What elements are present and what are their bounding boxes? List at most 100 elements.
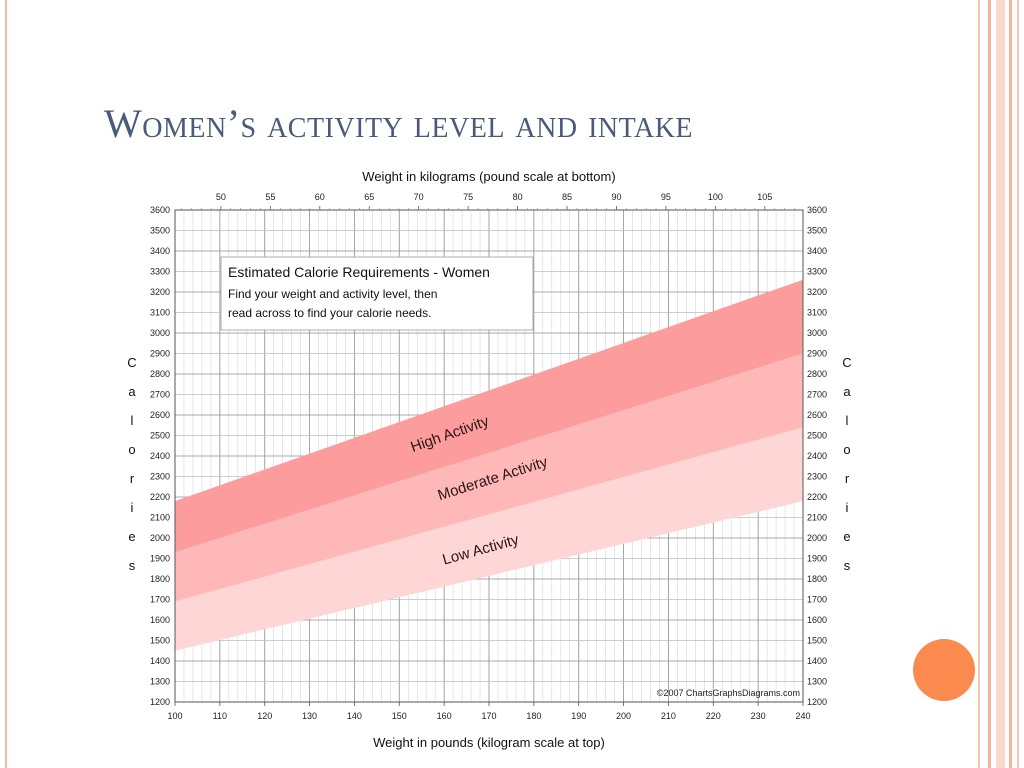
ylabel-right-letter: C [842,355,851,370]
slide-title: Women’s activity level and intake [104,101,694,146]
y-tick-label-right: 2300 [807,472,827,482]
y-tick-label-left: 2900 [150,349,170,359]
y-tick-label-right: 2100 [807,513,827,523]
kg-tick-label: 80 [513,192,523,202]
y-tick-label-left: 1200 [150,697,170,707]
ylabel-left-letter: s [129,558,136,573]
y-tick-label-left: 3300 [150,267,170,277]
kg-tick-label: 90 [611,192,621,202]
y-tick-label-right: 3100 [807,308,827,318]
x-tick-label: 130 [302,711,317,721]
x-tick-label: 100 [167,711,182,721]
y-tick-label-left: 1500 [150,636,170,646]
ylabel-right-letter: i [846,500,849,515]
ylabel-left-letter: o [128,442,135,457]
band-low-activity [175,427,803,651]
kg-tick-label: 55 [265,192,275,202]
y-tick-label-left: 2500 [150,431,170,441]
y-tick-label-left: 2800 [150,369,170,379]
ylabel-left-letter: r [130,471,135,486]
kg-tick-label: 105 [757,192,772,202]
y-tick-label-right: 1300 [807,677,827,687]
kg-tick-label: 60 [315,192,325,202]
x-tick-label: 160 [437,711,452,721]
y-tick-label-left: 3400 [150,246,170,256]
x-tick-label: 170 [481,711,496,721]
kg-tick-label: 70 [414,192,424,202]
top-axis-title: Weight in kilograms (pound scale at bott… [362,169,615,184]
kg-tick-label: 65 [364,192,374,202]
y-tick-label-right: 2500 [807,431,827,441]
y-tick-label-right: 3000 [807,328,827,338]
y-tick-label-left: 1700 [150,595,170,605]
band-layer [175,279,803,651]
ylabel-right-letter: r [845,471,850,486]
ylabel-right-letter: e [843,529,850,544]
x-tick-label: 190 [571,711,586,721]
y-tick-label-right: 2900 [807,349,827,359]
right-decor-stripes [978,0,1019,768]
y-tick-label-left: 3200 [150,287,170,297]
y-tick-label-right: 1700 [807,595,827,605]
bottom-axis-title: Weight in pounds (kilogram scale at top) [373,735,605,750]
y-tick-label-left: 1600 [150,615,170,625]
y-tick-label-left: 2700 [150,390,170,400]
ylabel-right-letter: o [843,442,850,457]
y-tick-label-left: 1800 [150,574,170,584]
ylabel-right-letter: l [846,413,849,428]
y-tick-label-right: 1900 [807,554,827,564]
y-tick-label-right: 1600 [807,615,827,625]
y-tick-label-left: 3600 [150,205,170,215]
legend-box [220,256,534,331]
ylabel-right-letter: s [844,558,851,573]
kg-tick-label: 95 [661,192,671,202]
x-tick-label: 110 [213,711,227,721]
y-tick-label-left: 2200 [150,492,170,502]
y-tick-label-left: 2000 [150,533,170,543]
orange-circle-decor [913,639,975,701]
legend-title: Estimated Calorie Requirements - Women [228,264,490,280]
ylabel-right-letter: a [843,384,851,399]
y-tick-label-left: 2400 [150,451,170,461]
y-tick-label-right: 2200 [807,492,827,502]
y-tick-label-right: 2400 [807,451,827,461]
x-tick-label: 120 [257,711,272,721]
x-tick-label: 210 [661,711,676,721]
x-tick-label: 230 [751,711,766,721]
copyright-note: ©2007 ChartsGraphsDiagrams.com [657,688,800,698]
x-tick-label: 140 [347,711,362,721]
y-tick-label-left: 2300 [150,472,170,482]
y-tick-label-right: 3600 [807,205,827,215]
kg-tick-label: 85 [562,192,572,202]
x-tick-label: 180 [526,711,541,721]
band-moderate-activity [175,353,803,602]
ylabel-left-letter: e [128,529,135,544]
y-tick-label-left: 1900 [150,554,170,564]
y-tick-label-right: 3500 [807,226,827,236]
y-tick-label-right: 3300 [807,267,827,277]
x-tick-label: 240 [795,711,810,721]
y-tick-label-left: 3500 [150,226,170,236]
kg-tick-label: 75 [463,192,473,202]
x-tick-label: 200 [616,711,631,721]
y-tick-label-right: 2800 [807,369,827,379]
y-tick-label-left: 3100 [150,308,170,318]
left-decor-line [5,0,7,768]
kg-tick-label: 100 [708,192,723,202]
y-tick-label-left: 3000 [150,328,170,338]
y-tick-label-right: 1400 [807,656,827,666]
y-tick-label-right: 2700 [807,390,827,400]
ylabel-left-letter: C [127,355,136,370]
y-tick-label-right: 3400 [807,246,827,256]
legend-line-2: read across to find your calorie needs. [228,306,431,320]
y-tick-label-right: 1200 [807,697,827,707]
y-tick-label-left: 2600 [150,410,170,420]
legend-line-1: Find your weight and activity level, the… [228,287,437,301]
x-tick-label: 150 [392,711,407,721]
y-tick-label-right: 2000 [807,533,827,543]
y-tick-label-right: 3200 [807,287,827,297]
ylabel-left-letter: l [131,413,134,428]
ylabel-left-letter: i [131,500,134,515]
y-tick-label-left: 1300 [150,677,170,687]
